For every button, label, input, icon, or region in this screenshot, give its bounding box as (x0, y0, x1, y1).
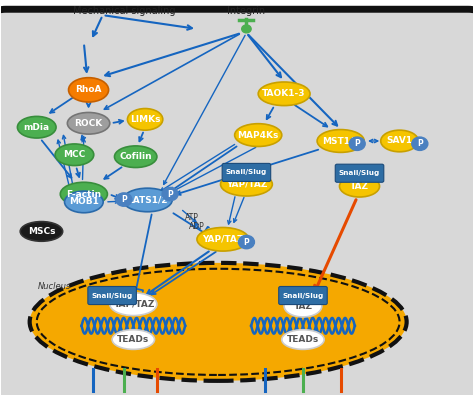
Text: F-actin: F-actin (66, 190, 101, 198)
Ellipse shape (36, 269, 400, 375)
Text: RhoA: RhoA (75, 86, 102, 94)
Circle shape (412, 137, 428, 150)
Text: P: P (244, 238, 249, 247)
Text: YAP/TAZ: YAP/TAZ (113, 300, 154, 308)
Ellipse shape (115, 146, 157, 168)
Text: P: P (354, 139, 360, 148)
Ellipse shape (30, 263, 407, 381)
Text: ADP: ADP (189, 222, 205, 231)
Text: TAZ: TAZ (293, 302, 312, 310)
Text: Cofilin: Cofilin (119, 152, 152, 161)
Ellipse shape (67, 112, 110, 134)
Text: mDia: mDia (24, 123, 50, 132)
FancyBboxPatch shape (88, 286, 137, 305)
Circle shape (349, 137, 365, 150)
Text: Nucleus: Nucleus (38, 282, 72, 291)
Ellipse shape (123, 188, 172, 212)
FancyBboxPatch shape (335, 164, 384, 182)
Ellipse shape (258, 82, 310, 106)
Text: Snail/Slug: Snail/Slug (339, 170, 380, 176)
Circle shape (116, 193, 132, 206)
Ellipse shape (55, 144, 94, 166)
Ellipse shape (64, 191, 103, 213)
Text: Snail/Slug: Snail/Slug (91, 293, 133, 299)
Text: P: P (167, 190, 173, 198)
Text: MSCs: MSCs (27, 227, 55, 236)
Text: P: P (417, 139, 423, 148)
Ellipse shape (197, 227, 249, 251)
Text: MAP4Ks: MAP4Ks (237, 131, 279, 139)
Circle shape (162, 187, 178, 201)
Text: YAP/TAZ: YAP/TAZ (202, 235, 244, 244)
Text: TEADs: TEADs (117, 335, 149, 344)
Circle shape (242, 25, 251, 33)
Text: MCC: MCC (64, 150, 85, 159)
Ellipse shape (20, 222, 63, 241)
Ellipse shape (284, 295, 322, 317)
Ellipse shape (339, 175, 380, 197)
Text: SAV1: SAV1 (386, 137, 413, 145)
Text: LIMKs: LIMKs (130, 115, 160, 124)
Ellipse shape (282, 330, 324, 349)
Text: MOB1: MOB1 (69, 198, 99, 206)
Text: LATS1/2: LATS1/2 (127, 196, 168, 204)
Ellipse shape (112, 330, 155, 349)
Ellipse shape (128, 109, 163, 130)
Text: ATP: ATP (185, 213, 199, 222)
Ellipse shape (18, 116, 56, 138)
FancyBboxPatch shape (0, 9, 474, 396)
Ellipse shape (60, 182, 108, 206)
Text: TEADs: TEADs (287, 335, 319, 344)
Ellipse shape (235, 124, 282, 147)
FancyBboxPatch shape (222, 164, 271, 181)
Text: Integrin: Integrin (228, 6, 265, 16)
Text: TAOK1-3: TAOK1-3 (263, 89, 306, 98)
Text: Snail/Slug: Snail/Slug (283, 293, 324, 299)
Ellipse shape (381, 130, 419, 152)
Text: YAP/TAZ: YAP/TAZ (226, 180, 267, 189)
Text: Mechanical signaling: Mechanical signaling (73, 6, 175, 16)
Text: ROCK: ROCK (74, 119, 103, 128)
Text: P: P (121, 195, 127, 204)
Text: Snail/Slug: Snail/Slug (226, 169, 267, 175)
Text: MST1/2: MST1/2 (322, 137, 359, 145)
Text: TAZ: TAZ (350, 182, 369, 191)
Ellipse shape (69, 78, 109, 102)
Circle shape (238, 235, 255, 249)
FancyBboxPatch shape (279, 286, 327, 305)
Ellipse shape (220, 172, 273, 196)
Ellipse shape (110, 293, 157, 316)
Ellipse shape (317, 129, 364, 152)
